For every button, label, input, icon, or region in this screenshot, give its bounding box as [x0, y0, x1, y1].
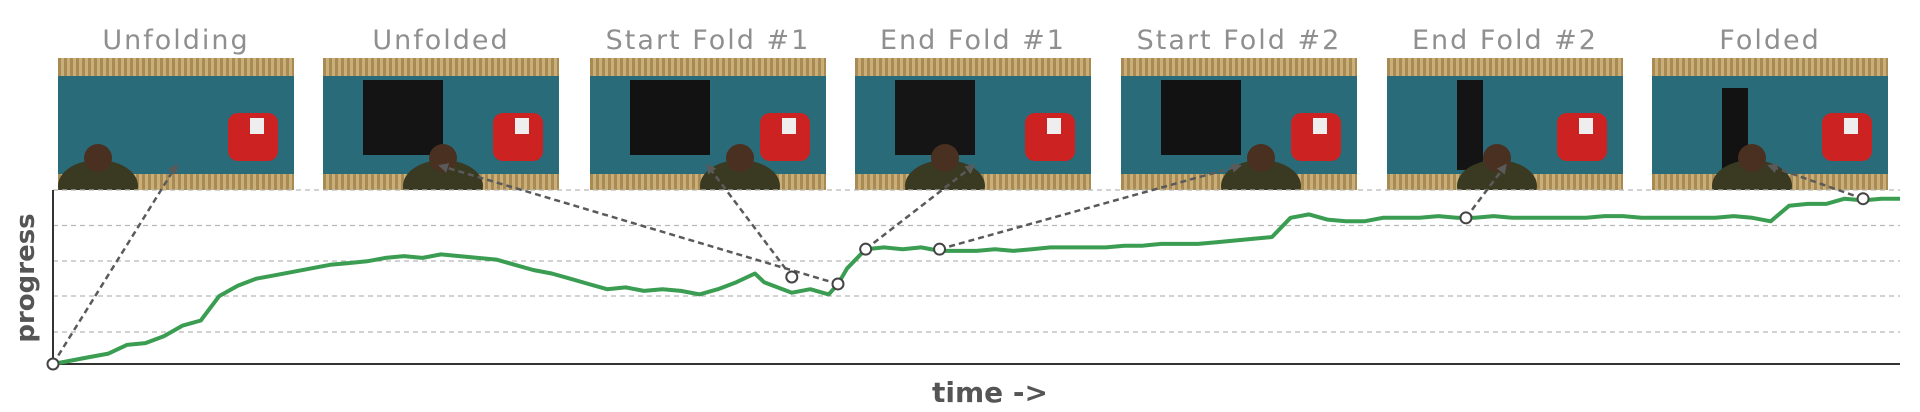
pointer-arrow	[1767, 163, 1864, 200]
frame-thumbnail	[1387, 58, 1623, 190]
frame-label: Folded	[1719, 25, 1821, 56]
frame-thumbnail	[58, 58, 294, 190]
frame-2: Unfolded	[323, 25, 559, 190]
keyframe-marker	[1856, 192, 1870, 206]
frame-3: Start Fold #1	[590, 25, 826, 190]
frame-thumbnail	[1121, 58, 1357, 190]
keyframe-marker	[933, 242, 947, 256]
keyframe-marker	[831, 277, 845, 291]
frame-thumbnail	[1652, 58, 1888, 190]
frame-6: End Fold #2	[1387, 25, 1623, 190]
frame-label: Start Fold #1	[605, 25, 811, 56]
keyframe-marker	[859, 242, 873, 256]
keyframe-marker	[1459, 211, 1473, 225]
pointer-arrow	[51, 163, 178, 365]
frame-label: Unfolded	[372, 25, 510, 56]
frame-5: Start Fold #2	[1121, 25, 1357, 190]
x-axis-label: time ->	[932, 376, 1048, 409]
frame-label: End Fold #1	[879, 25, 1066, 56]
pointer-arrow	[706, 163, 793, 278]
pointer-arrow	[939, 163, 1242, 251]
frame-label: End Fold #2	[1411, 25, 1598, 56]
pointer-arrow	[1464, 163, 1507, 219]
keyframe-marker	[46, 357, 60, 371]
frame-thumbnail	[590, 58, 826, 190]
frame-thumbnail	[323, 58, 559, 190]
frame-1: Unfolding	[58, 25, 294, 190]
frame-7: Folded	[1652, 25, 1888, 190]
frame-label: Start Fold #2	[1136, 25, 1342, 56]
pointer-arrow	[438, 163, 839, 286]
pointer-arrow	[864, 164, 976, 251]
y-axis-label: progress	[11, 213, 41, 342]
series-line	[52, 196, 1900, 366]
frame-label: Unfolding	[102, 25, 250, 56]
keyframe-marker	[785, 270, 799, 284]
